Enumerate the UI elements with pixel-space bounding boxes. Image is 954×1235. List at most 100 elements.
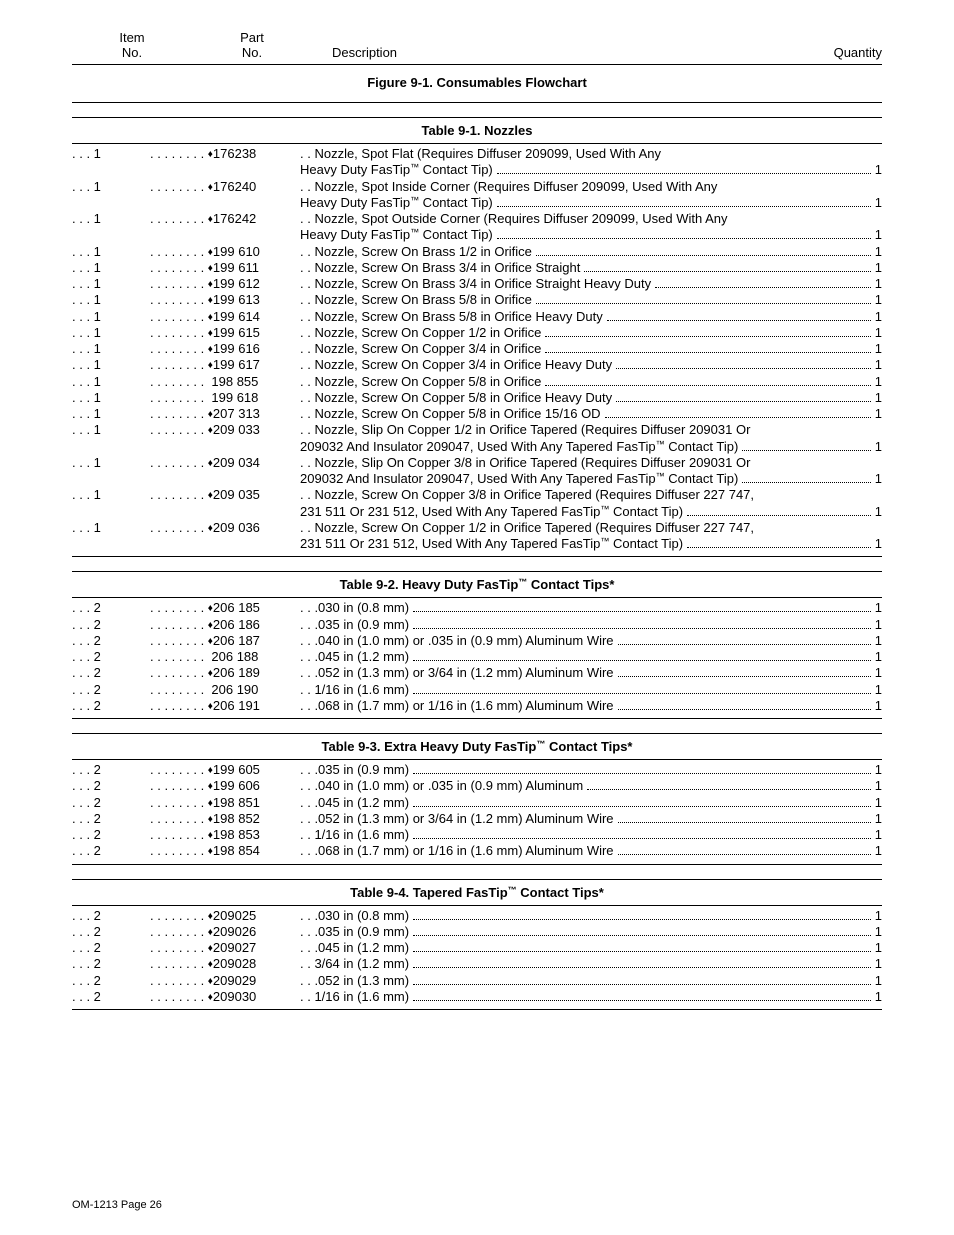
part-row: . . . 2 . . . . . . . . ♦209028. . 3/64 … bbox=[72, 956, 882, 972]
diamond-icon: ♦ bbox=[208, 312, 213, 323]
cell-item: . . . 2 bbox=[72, 698, 150, 714]
cell-desc: . . Nozzle, Screw On Copper 5/8 in Orifi… bbox=[300, 374, 882, 390]
desc-line: . . Nozzle, Screw On Copper 5/8 in Orifi… bbox=[300, 374, 882, 390]
part-row: . . . 1 . . . . . . . . ♦199 611. . Nozz… bbox=[72, 260, 882, 276]
cell-part: . . . . . . . . ♦199 617 bbox=[150, 357, 300, 373]
cell-item: . . . 1 bbox=[72, 422, 150, 438]
diamond-icon: ♦ bbox=[208, 328, 213, 339]
cell-desc: . . .052 in (1.3 mm) or 3/64 in (1.2 mm)… bbox=[300, 665, 882, 681]
cell-desc: . . 3/64 in (1.2 mm)1 bbox=[300, 956, 882, 972]
part-row: . . . 1 . . . . . . . . 199 618. . Nozzl… bbox=[72, 390, 882, 406]
qty-text: 1 bbox=[875, 276, 882, 292]
qty-text: 1 bbox=[875, 162, 882, 178]
qty-text: 1 bbox=[875, 924, 882, 940]
cell-item: . . . 1 bbox=[72, 520, 150, 536]
diamond-icon: ♦ bbox=[208, 214, 213, 225]
diamond-icon: ♦ bbox=[208, 846, 213, 857]
qty-text: 1 bbox=[875, 665, 882, 681]
desc-text: . . .045 in (1.2 mm) bbox=[300, 649, 409, 665]
header-desc-text: Description bbox=[332, 45, 397, 60]
qty-text: 1 bbox=[875, 374, 882, 390]
diamond-icon: ♦ bbox=[208, 814, 213, 825]
desc-text: 231 511 Or 231 512, Used With Any Tapere… bbox=[300, 504, 683, 520]
part-row: . . . 1 . . . . . . . . ♦199 613. . Nozz… bbox=[72, 292, 882, 308]
diamond-icon: ♦ bbox=[208, 425, 213, 436]
part-row: . . . 1 . . . . . . . . ♦209 036. . Nozz… bbox=[72, 520, 882, 553]
desc-text: . . .068 in (1.7 mm) or 1/16 in (1.6 mm)… bbox=[300, 698, 614, 714]
part-row: . . . 1 . . . . . . . . ♦209 035. . Nozz… bbox=[72, 487, 882, 520]
desc-text: . . Nozzle, Screw On Brass 3/4 in Orific… bbox=[300, 276, 651, 292]
desc-text: . . .040 in (1.0 mm) or .035 in (0.9 mm)… bbox=[300, 633, 614, 649]
leader-dots bbox=[536, 245, 871, 255]
cell-item: . . . 1 bbox=[72, 341, 150, 357]
desc-line: . . Nozzle, Screw On Brass 5/8 in Orific… bbox=[300, 292, 882, 308]
leader-dots bbox=[616, 359, 871, 369]
diamond-icon: ♦ bbox=[208, 360, 213, 371]
part-row: . . . 2 . . . . . . . . ♦198 853. . 1/16… bbox=[72, 827, 882, 843]
cell-item: . . . 2 bbox=[72, 843, 150, 859]
desc-line: . . Nozzle, Screw On Copper 3/4 in Orifi… bbox=[300, 357, 882, 373]
desc-line: . . 1/16 in (1.6 mm)1 bbox=[300, 682, 882, 698]
leader-dots bbox=[413, 602, 871, 612]
cell-item: . . . 2 bbox=[72, 989, 150, 1005]
qty-text: 1 bbox=[875, 989, 882, 1005]
diamond-icon: ♦ bbox=[208, 927, 213, 938]
leader-dots bbox=[497, 164, 871, 174]
cell-desc: . . Nozzle, Screw On Brass 5/8 in Orific… bbox=[300, 309, 882, 325]
cell-desc: . . Nozzle, Screw On Brass 3/4 in Orific… bbox=[300, 260, 882, 276]
desc-line: . . Nozzle, Screw On Copper 1/2 in Orifi… bbox=[300, 520, 882, 536]
leader-dots bbox=[413, 683, 871, 693]
cell-item: . . . 1 bbox=[72, 374, 150, 390]
cell-desc: . . .045 in (1.2 mm)1 bbox=[300, 795, 882, 811]
cell-part: . . . . . . . . ♦199 610 bbox=[150, 244, 300, 260]
qty-text: 1 bbox=[875, 325, 882, 341]
desc-line: . . Nozzle, Screw On Brass 5/8 in Orific… bbox=[300, 309, 882, 325]
header-item-line2: No. bbox=[72, 45, 192, 60]
cell-part: . . . . . . . . ♦209026 bbox=[150, 924, 300, 940]
cell-part: . . . . . . . . ♦209028 bbox=[150, 956, 300, 972]
cell-desc: . . .040 in (1.0 mm) or .035 in (0.9 mm)… bbox=[300, 778, 882, 794]
leader-dots bbox=[545, 375, 870, 385]
cell-desc: . . .030 in (0.8 mm)1 bbox=[300, 908, 882, 924]
desc-line: . . 1/16 in (1.6 mm)1 bbox=[300, 827, 882, 843]
part-row: . . . 1 . . . . . . . . ♦199 617. . Nozz… bbox=[72, 357, 882, 373]
table-title: Table 9-3. Extra Heavy Duty FasTip™ Cont… bbox=[72, 733, 882, 760]
cell-item: . . . 1 bbox=[72, 357, 150, 373]
cell-desc: . . Nozzle, Screw On Brass 1/2 in Orific… bbox=[300, 244, 882, 260]
diamond-icon: ♦ bbox=[208, 830, 213, 841]
cell-item: . . . 1 bbox=[72, 406, 150, 422]
leader-dots bbox=[616, 392, 871, 402]
qty-text: 1 bbox=[875, 260, 882, 276]
cell-part: . . . . . . . . ♦206 185 bbox=[150, 600, 300, 616]
diamond-icon: ♦ bbox=[208, 620, 213, 631]
desc-text: . . .068 in (1.7 mm) or 1/16 in (1.6 mm)… bbox=[300, 843, 614, 859]
qty-text: 1 bbox=[875, 504, 882, 520]
leader-dots bbox=[605, 408, 871, 418]
leader-dots bbox=[413, 618, 871, 628]
cell-part: . . . . . . . . ♦176242 bbox=[150, 211, 300, 227]
desc-line: . . Nozzle, Screw On Brass 3/4 in Orific… bbox=[300, 260, 882, 276]
desc-line: . . Nozzle, Spot Outside Corner (Require… bbox=[300, 211, 882, 227]
part-row: . . . 1 . . . . . . . . ♦199 614. . Nozz… bbox=[72, 309, 882, 325]
cell-part: . . . . . . . . ♦199 614 bbox=[150, 309, 300, 325]
desc-line: . . .045 in (1.2 mm)1 bbox=[300, 940, 882, 956]
desc-text: . . 3/64 in (1.2 mm) bbox=[300, 956, 409, 972]
table-bottom-rule bbox=[72, 864, 882, 865]
header-qty: Quantity bbox=[802, 45, 882, 60]
part-row: . . . 2 . . . . . . . . ♦198 854. . .068… bbox=[72, 843, 882, 859]
qty-text: 1 bbox=[875, 940, 882, 956]
table-block: Table 9-4. Tapered FasTip™ Contact Tips*… bbox=[72, 879, 882, 1011]
cell-desc: . . Nozzle, Spot Flat (Requires Diffuser… bbox=[300, 146, 882, 179]
desc-text: . . .040 in (1.0 mm) or .035 in (0.9 mm)… bbox=[300, 778, 583, 794]
cell-item: . . . 1 bbox=[72, 455, 150, 471]
cell-item: . . . 2 bbox=[72, 973, 150, 989]
qty-text: 1 bbox=[875, 698, 882, 714]
cell-part: . . . . . . . . ♦209 036 bbox=[150, 520, 300, 536]
desc-line: . . Nozzle, Screw On Copper 5/8 in Orifi… bbox=[300, 390, 882, 406]
desc-line: . . .040 in (1.0 mm) or .035 in (0.9 mm)… bbox=[300, 778, 882, 794]
desc-text: . . Nozzle, Screw On Copper 3/4 in Orifi… bbox=[300, 341, 541, 357]
cell-part: . . . . . . . . ♦176238 bbox=[150, 146, 300, 162]
desc-line: . . .068 in (1.7 mm) or 1/16 in (1.6 mm)… bbox=[300, 698, 882, 714]
cell-item: . . . 1 bbox=[72, 325, 150, 341]
desc-line: . . .035 in (0.9 mm)1 bbox=[300, 924, 882, 940]
